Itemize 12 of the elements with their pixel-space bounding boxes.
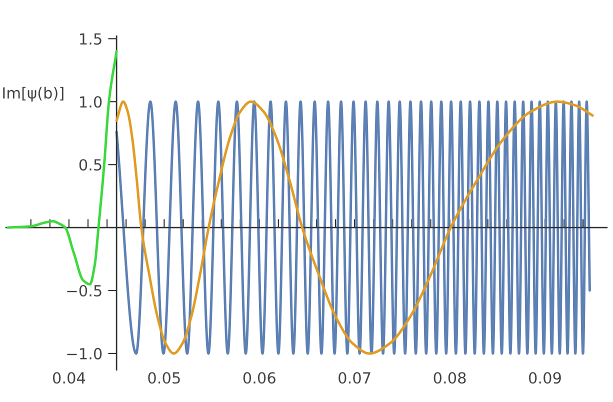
x-tick-label: 0.08 <box>434 372 466 384</box>
y-tick-label: −1.0 <box>67 348 102 360</box>
y-tick-label: 1.5 <box>80 33 102 45</box>
y-tick-label: −0.5 <box>67 284 102 297</box>
x-tick-label: 0.09 <box>528 372 561 384</box>
x-tick-label: 0.06 <box>243 372 276 384</box>
y-axis-title: Im[ψ(b)] <box>3 86 64 102</box>
y-tick-label: 0.5 <box>79 159 102 171</box>
y-tick-label: 1.0 <box>80 96 102 108</box>
x-tick-label: 0.07 <box>338 372 370 384</box>
x-tick-label: 0.05 <box>148 372 180 384</box>
x-tick-label: 0.04 <box>52 372 86 384</box>
